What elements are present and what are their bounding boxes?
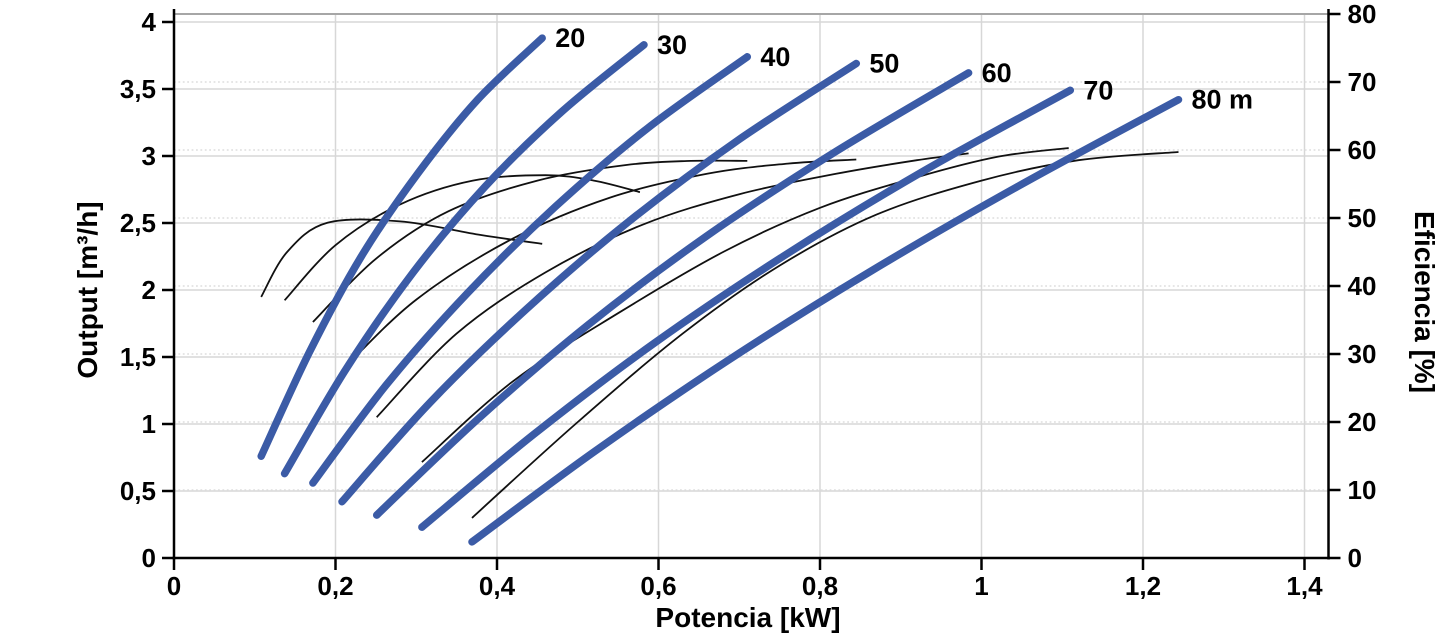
x-tick-label: 0,8 bbox=[802, 571, 838, 601]
head-curve-30 bbox=[280, 41, 648, 478]
y-right-tick-label: 0 bbox=[1348, 543, 1362, 573]
x-tick-label: 0 bbox=[167, 571, 181, 601]
head-curve-80 bbox=[468, 95, 1183, 546]
y-right-tick-label: 20 bbox=[1348, 407, 1377, 437]
y-left-tick-label: 2,5 bbox=[120, 208, 156, 238]
efficiency-curve-50 bbox=[341, 158, 857, 371]
head-curve-label-70: 70 bbox=[1083, 75, 1113, 105]
x-tick-label: 0,4 bbox=[479, 571, 516, 601]
efficiency-curve-40 bbox=[312, 159, 748, 323]
y-right-tick-label: 40 bbox=[1348, 271, 1377, 301]
head-curve-60 bbox=[372, 69, 973, 519]
head-curve-label-30: 30 bbox=[657, 30, 687, 60]
efficiency-curve-30 bbox=[283, 174, 641, 301]
head-curve-label-40: 40 bbox=[760, 42, 790, 72]
y-right-tick-label: 80 bbox=[1348, 0, 1377, 29]
efficiency-curve-20 bbox=[260, 218, 543, 298]
y-right-tick-label: 50 bbox=[1348, 203, 1377, 233]
x-tick-label: 1 bbox=[974, 571, 988, 601]
head-curve-label-80: 80 m bbox=[1192, 85, 1254, 115]
y-left-tick-label: 3,5 bbox=[120, 74, 156, 104]
x-tick-label: 0,6 bbox=[640, 571, 676, 601]
y-left-tick-label: 3 bbox=[142, 141, 156, 171]
head-curve-label-60: 60 bbox=[982, 58, 1012, 88]
y-left-tick-label: 1 bbox=[142, 409, 156, 439]
head-curve-label-50: 50 bbox=[869, 49, 899, 79]
y-right-tick-label: 10 bbox=[1348, 475, 1377, 505]
head-curve-label-20: 20 bbox=[555, 23, 585, 53]
head-curve-40 bbox=[309, 53, 752, 487]
x-tick-label: 1,2 bbox=[1125, 571, 1161, 601]
y-left-tick-label: 1,5 bbox=[120, 342, 156, 372]
y-left-tick-label: 0 bbox=[142, 543, 156, 573]
y-axis-right-title: Eficiencia [%] bbox=[1409, 210, 1440, 394]
x-axis-title: Potencia [kW] bbox=[655, 602, 841, 633]
head-curve-50 bbox=[338, 59, 861, 506]
y-right-tick-label: 60 bbox=[1348, 135, 1377, 165]
head-curve-70 bbox=[418, 86, 1075, 531]
x-tick-label: 0,2 bbox=[317, 571, 353, 601]
x-tick-label: 1,4 bbox=[1286, 571, 1323, 601]
head-curve-20 bbox=[257, 34, 546, 460]
y-right-tick-label: 30 bbox=[1348, 339, 1377, 369]
efficiency-curve-70 bbox=[421, 147, 1069, 463]
y-left-tick-label: 0,5 bbox=[120, 476, 156, 506]
efficiency-curve-60 bbox=[376, 152, 969, 418]
y-axis-left-title: Output [m³/h] bbox=[72, 201, 103, 379]
y-right-tick-label: 70 bbox=[1348, 67, 1377, 97]
y-left-tick-label: 2 bbox=[142, 275, 156, 305]
y-left-tick-label: 4 bbox=[142, 7, 157, 37]
